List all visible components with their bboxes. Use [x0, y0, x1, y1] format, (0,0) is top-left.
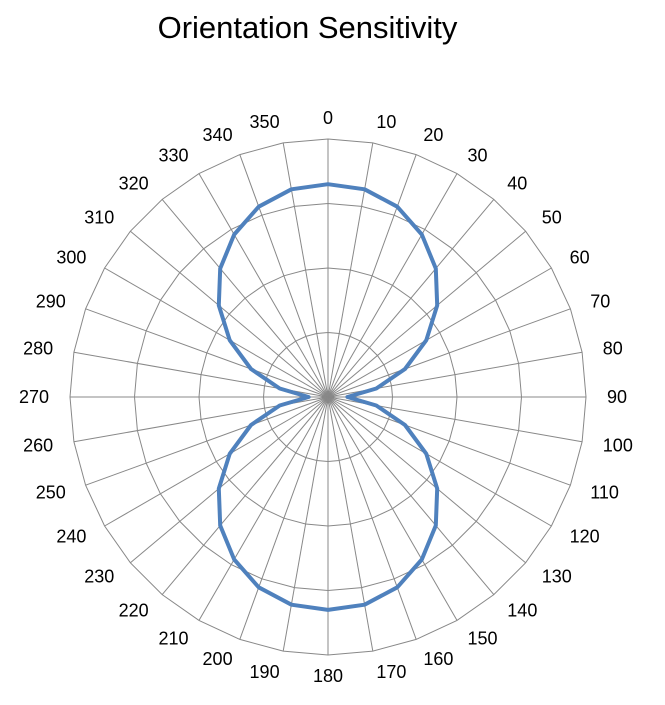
spoke-210: [198, 396, 329, 621]
spoke-150: [327, 396, 458, 621]
angle-label-20: 20: [423, 125, 443, 145]
angle-label-240: 240: [56, 527, 86, 547]
angle-label-330: 330: [158, 145, 188, 165]
spoke-330: [198, 173, 329, 398]
angle-label-170: 170: [376, 662, 406, 682]
angle-label-280: 280: [23, 339, 53, 359]
spoke-30: [327, 173, 458, 398]
spoke-190: [282, 396, 329, 652]
angle-label-250: 250: [36, 482, 66, 502]
spoke-160: [327, 396, 417, 640]
angle-label-340: 340: [203, 125, 233, 145]
angle-label-160: 160: [423, 649, 453, 669]
angle-label-0: 0: [323, 108, 333, 128]
angle-label-90: 90: [607, 387, 627, 407]
chart-title: Orientation Sensitivity: [157, 10, 458, 45]
spoke-300: [104, 267, 329, 398]
angle-label-140: 140: [507, 601, 537, 621]
spoke-140: [327, 396, 495, 595]
spoke-200: [239, 396, 329, 640]
angle-label-200: 200: [203, 649, 233, 669]
angle-label-300: 300: [56, 248, 86, 268]
spoke-320: [161, 199, 329, 398]
spoke-310: [130, 230, 329, 398]
angle-label-260: 260: [23, 435, 53, 455]
spoke-350: [282, 142, 329, 398]
grid-layer: [69, 138, 587, 656]
spoke-340: [239, 154, 329, 398]
angle-label-60: 60: [570, 248, 590, 268]
spoke-240: [104, 396, 329, 527]
angle-label-50: 50: [542, 208, 562, 228]
angle-label-180: 180: [313, 666, 343, 686]
spoke-250: [85, 396, 329, 486]
spoke-120: [327, 396, 552, 527]
spoke-230: [130, 396, 329, 564]
angle-label-230: 230: [84, 566, 114, 586]
spoke-10: [327, 142, 374, 398]
angle-label-80: 80: [603, 339, 623, 359]
angle-label-350: 350: [250, 112, 280, 132]
series-layer: [216, 182, 440, 612]
angle-label-210: 210: [158, 629, 188, 649]
spoke-20: [327, 154, 417, 398]
angle-label-130: 130: [542, 566, 572, 586]
angle-label-270: 270: [19, 387, 49, 407]
angle-label-120: 120: [570, 527, 600, 547]
angle-label-150: 150: [468, 629, 498, 649]
spoke-110: [327, 396, 571, 486]
angle-label-10: 10: [376, 112, 396, 132]
spoke-170: [327, 396, 374, 652]
spoke-60: [327, 267, 552, 398]
series-line-0: [216, 182, 440, 612]
angle-label-40: 40: [507, 173, 527, 193]
angle-label-290: 290: [36, 292, 66, 312]
spoke-290: [85, 308, 329, 398]
angle-label-190: 190: [250, 662, 280, 682]
angle-label-30: 30: [468, 145, 488, 165]
angle-label-320: 320: [119, 173, 149, 193]
spoke-40: [327, 199, 495, 398]
angle-label-100: 100: [603, 435, 633, 455]
angle-label-310: 310: [84, 208, 114, 228]
angle-label-220: 220: [119, 601, 149, 621]
spoke-130: [327, 396, 526, 564]
spoke-70: [327, 308, 571, 398]
spoke-220: [161, 396, 329, 595]
angle-label-70: 70: [590, 292, 610, 312]
spoke-50: [327, 230, 526, 398]
angle-label-110: 110: [590, 482, 619, 502]
